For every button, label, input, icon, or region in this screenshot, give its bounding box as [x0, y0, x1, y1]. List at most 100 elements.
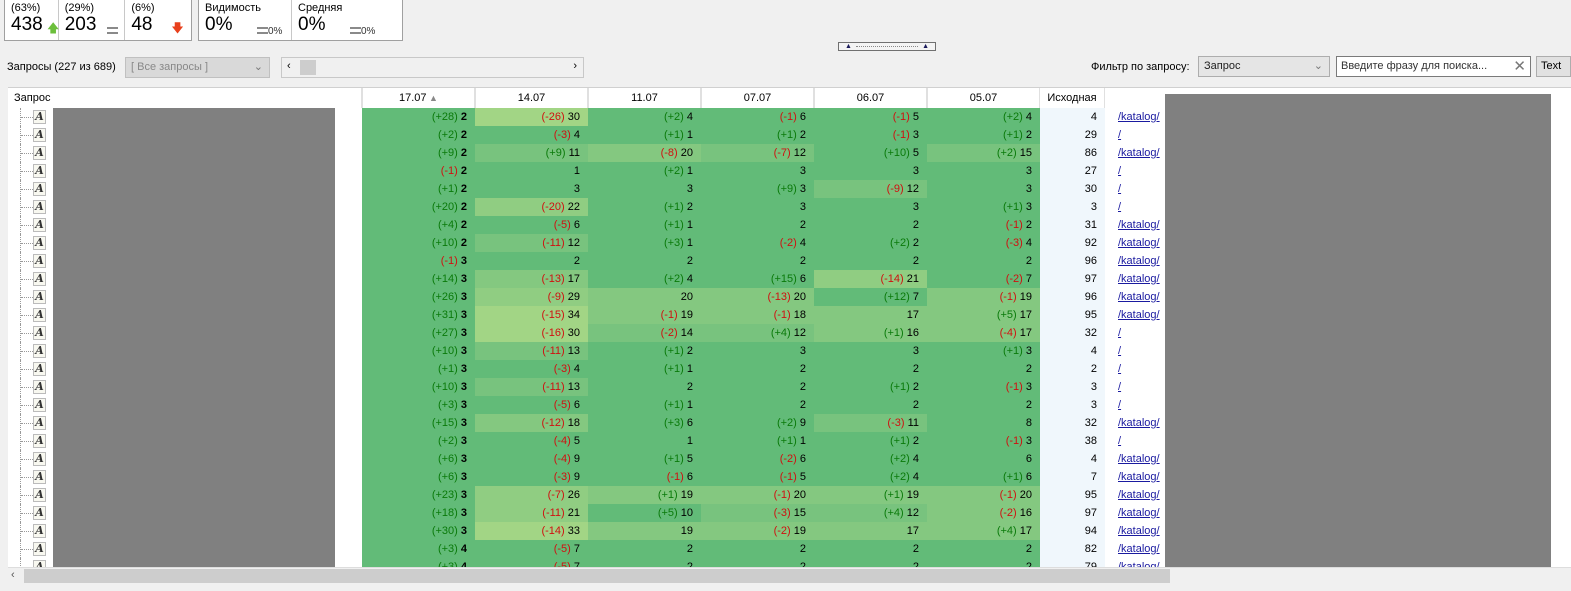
- url-link[interactable]: /katalog/: [1118, 525, 1160, 537]
- url-link[interactable]: /: [1118, 165, 1122, 177]
- table-row[interactable]: A (-1) 2 1 (+2) 1 3 3 3 27/: [8, 162, 1571, 180]
- table-row[interactable]: A (+28) 2 (-26) 30 (+2) 4 (-1) 6 (-1) 5 (+2) 4…: [8, 108, 1571, 126]
- position-cell: 1: [588, 432, 701, 450]
- table-row[interactable]: A (+31) 3 (-15) 34 (-1) 19 (-1) 18 17 (+5) 17 9…: [8, 306, 1571, 324]
- url-link[interactable]: /katalog/: [1118, 309, 1160, 321]
- text-button[interactable]: Text: [1536, 56, 1571, 77]
- table-row[interactable]: A (+3) 4 (-5) 7 2 2 2 2 82/katalog/: [8, 540, 1571, 558]
- url-link[interactable]: /katalog/: [1118, 453, 1160, 465]
- clear-icon[interactable]: ✕: [1513, 58, 1526, 75]
- position-cell: 17: [814, 306, 927, 324]
- position-value: 6: [1025, 453, 1032, 465]
- position-value: 11: [568, 147, 580, 159]
- position-cell: (-20) 22: [475, 198, 588, 216]
- url-link[interactable]: /katalog/: [1118, 489, 1160, 501]
- url-link[interactable]: /katalog/: [1118, 255, 1160, 267]
- table-row[interactable]: A (+1) 2 3 3 (+9) 3 (-9) 12 3 30/: [8, 180, 1571, 198]
- url-link[interactable]: /katalog/: [1118, 507, 1160, 519]
- url-link[interactable]: /katalog/: [1118, 543, 1160, 555]
- position-cell: (+12) 7: [814, 288, 927, 306]
- search-input[interactable]: Введите фразу для поиска... ✕: [1336, 56, 1531, 77]
- table-row[interactable]: A (+10) 2 (-11) 12 (+3) 1 (-2) 4 (+2) 2 (-3) 4…: [8, 234, 1571, 252]
- sort-asc-icon[interactable]: ▲: [426, 93, 438, 103]
- position-stats-panel: (63%) 438 🡅 (29%) 203 (6%) 48 🡇: [4, 0, 192, 41]
- header-query[interactable]: Запрос: [8, 88, 362, 108]
- table-row[interactable]: A (+6) 3 (-4) 9 (+1) 5 (-2) 6 (+2) 4 6 4/katalo…: [8, 450, 1571, 468]
- queries-filter-select[interactable]: [ Все запросы ] ⌄: [125, 57, 270, 78]
- filter-field-select[interactable]: Запрос ⌄: [1198, 56, 1330, 77]
- url-link[interactable]: /katalog/: [1118, 273, 1160, 285]
- url-link[interactable]: /katalog/: [1118, 561, 1160, 567]
- position-value: 12: [906, 507, 919, 519]
- url-link[interactable]: /katalog/: [1118, 111, 1160, 123]
- position-value: 4: [1025, 237, 1032, 249]
- table-row[interactable]: A (+10) 3 (-11) 13 (+1) 2 3 3 (+1) 3 4/: [8, 342, 1571, 360]
- url-link[interactable]: /: [1118, 345, 1122, 357]
- table-row[interactable]: A (+10) 3 (-11) 13 2 2 (+1) 2 (-1) 3 3/: [8, 378, 1571, 396]
- position-cell: (-1) 5: [701, 468, 814, 486]
- table-row[interactable]: A (+2) 2 (-3) 4 (+1) 1 (+1) 2 (-1) 3 (+1) 2 29/: [8, 126, 1571, 144]
- position-cell: (-3) 15: [701, 504, 814, 522]
- table-horizontal-scrollbar[interactable]: ‹: [8, 567, 1571, 583]
- header-date[interactable]: 17.07 ▲: [362, 88, 475, 108]
- url-link[interactable]: /: [1118, 183, 1122, 195]
- table-row[interactable]: A (+15) 3 (-12) 18 (+3) 6 (+2) 9 (-3) 11 8 32/k…: [8, 414, 1571, 432]
- url-link[interactable]: /katalog/: [1118, 237, 1160, 249]
- position-delta: (-1): [999, 291, 1020, 303]
- position-delta: (+1): [883, 327, 907, 339]
- url-link[interactable]: /: [1118, 435, 1122, 447]
- table-row[interactable]: A (+23) 3 (-7) 26 (+1) 19 (-1) 20 (+1) 19 (-1)…: [8, 486, 1571, 504]
- table-row[interactable]: A (+26) 3 (-9) 29 20 (-13) 20 (+12) 7 (-1) 19 9…: [8, 288, 1571, 306]
- position-delta: (+1): [776, 435, 800, 447]
- position-value: 12: [793, 327, 806, 339]
- position-value: 3: [799, 201, 806, 213]
- position-cell: (-11) 12: [475, 234, 588, 252]
- header-date[interactable]: 07.07: [701, 88, 814, 108]
- url-link[interactable]: /: [1118, 399, 1122, 411]
- url-link[interactable]: /: [1118, 201, 1122, 213]
- table-row[interactable]: A (+3) 3 (-5) 6 (+1) 1 2 2 2 3/: [8, 396, 1571, 414]
- table-row[interactable]: A (-1) 3 2 2 2 2 2 96/katalog/: [8, 252, 1571, 270]
- position-cell: (-7) 26: [475, 486, 588, 504]
- table-row[interactable]: A (+20) 2 (-20) 22 (+1) 2 3 3 (+1) 3 3/: [8, 198, 1571, 216]
- position-cell: (+1) 1: [701, 432, 814, 450]
- table-row[interactable]: A (+27) 3 (-16) 30 (-2) 14 (+4) 12 (+1) 16 (-4…: [8, 324, 1571, 342]
- table-row[interactable]: A (+18) 3 (-11) 21 (+5) 10 (-3) 15 (+4) 12 (-2…: [8, 504, 1571, 522]
- table-row[interactable]: A (+1) 3 (-3) 4 (+1) 1 2 2 2 2/: [8, 360, 1571, 378]
- scroll-thumb[interactable]: [24, 569, 1170, 583]
- url-link[interactable]: /: [1118, 327, 1122, 339]
- base-position: 4: [1040, 108, 1105, 126]
- position-delta: (+6): [437, 471, 461, 483]
- url-link[interactable]: /: [1118, 129, 1122, 141]
- table-row[interactable]: A (+14) 3 (-13) 17 (+2) 4 (+15) 6 (-14) 21 (-2…: [8, 270, 1571, 288]
- url-link[interactable]: /katalog/: [1118, 471, 1160, 483]
- url-link[interactable]: /katalog/: [1118, 219, 1160, 231]
- position-value: 22: [567, 201, 580, 213]
- panel-splitter[interactable]: ▲ ▲: [838, 42, 936, 51]
- url-link[interactable]: /: [1118, 363, 1122, 375]
- base-position: 2: [1040, 360, 1105, 378]
- table-row[interactable]: A (+3) 4 (-5) 7 2 2 2 2 79/katalog/: [8, 558, 1571, 567]
- scroll-left-icon[interactable]: ‹: [11, 569, 15, 581]
- dates-scrollbar[interactable]: ‹ ›: [281, 57, 584, 78]
- scroll-thumb[interactable]: [300, 60, 316, 75]
- position-cell: 2: [927, 540, 1040, 558]
- url-link[interactable]: /katalog/: [1118, 291, 1160, 303]
- header-date[interactable]: 05.07: [927, 88, 1040, 108]
- url-link[interactable]: /katalog/: [1118, 147, 1160, 159]
- table-row[interactable]: A (+4) 2 (-5) 6 (+1) 1 2 2 (-1) 2 31/katalog/: [8, 216, 1571, 234]
- table-row[interactable]: A (+2) 3 (-4) 5 1 (+1) 1 (+1) 2 (-1) 3 38/: [8, 432, 1571, 450]
- position-value: 2: [573, 255, 580, 267]
- table-row[interactable]: A (+6) 3 (-3) 9 (-1) 6 (-1) 5 (+2) 4 (+1) 6 7/k…: [8, 468, 1571, 486]
- table-row[interactable]: A (+30) 3 (-14) 33 19 (-2) 19 17 (+4) 17 94/kat…: [8, 522, 1571, 540]
- table-row[interactable]: A (+9) 2 (+9) 11 (-8) 20 (-7) 12 (+10) 5 (+2) …: [8, 144, 1571, 162]
- query-icon: A: [33, 182, 46, 196]
- header-date[interactable]: 14.07: [475, 88, 588, 108]
- url-link[interactable]: /katalog/: [1118, 417, 1160, 429]
- header-base[interactable]: Исходная: [1040, 88, 1105, 108]
- url-link[interactable]: /: [1118, 381, 1122, 393]
- scroll-right-icon[interactable]: ›: [573, 60, 577, 72]
- scroll-left-icon[interactable]: ‹: [287, 60, 291, 72]
- header-date[interactable]: 11.07: [588, 88, 701, 108]
- header-date[interactable]: 06.07: [814, 88, 927, 108]
